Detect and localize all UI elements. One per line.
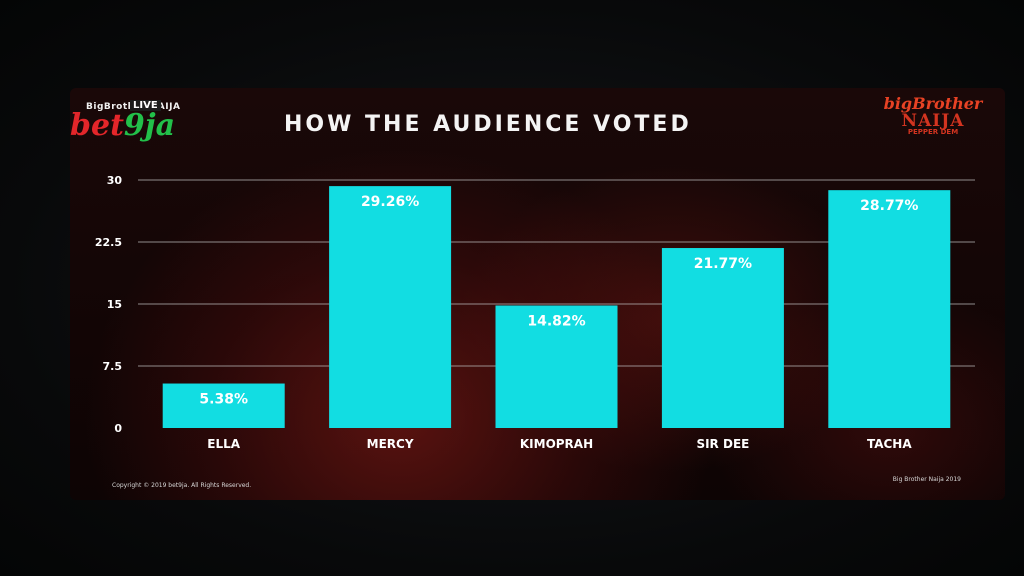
y-tick-label: 30 bbox=[107, 174, 123, 187]
bar-value-label: 5.38% bbox=[199, 392, 248, 408]
big-brother-naija-logo: bigBrother NAIJA PEPPER DEM bbox=[883, 94, 983, 154]
chart-title: HOW THE AUDIENCE VOTED bbox=[284, 112, 692, 137]
x-category-label: MERCY bbox=[367, 437, 414, 451]
bar-value-label: 29.26% bbox=[361, 194, 419, 210]
y-tick-label: 15 bbox=[107, 298, 122, 311]
bar bbox=[329, 186, 452, 428]
bar-chart: 0 7.5 15 22.5 30 5.38% ELLA 29.26% MERCY 14.82% KI… bbox=[95, 174, 975, 451]
bar-value-label: 21.77% bbox=[694, 256, 752, 272]
bar bbox=[495, 305, 618, 428]
bar bbox=[661, 248, 784, 428]
live-badge: LIVE bbox=[130, 100, 161, 111]
footer-brand-text: Big Brother Naija 2019 bbox=[892, 476, 961, 483]
logo-line-1: bigBrother bbox=[883, 94, 983, 113]
broadcast-screen: BigBrother NAIJA LIVE bet9ja HOW THE AUD… bbox=[70, 88, 1005, 500]
copyright-text: Copyright © 2019 bet9ja. All Rights Rese… bbox=[112, 482, 252, 489]
y-tick-label: 22.5 bbox=[95, 236, 122, 249]
x-category-label: KIMOPRAH bbox=[520, 437, 593, 451]
bar bbox=[828, 190, 951, 428]
bar bbox=[162, 383, 285, 428]
bar-value-label: 14.82% bbox=[527, 313, 585, 329]
bar-value-label: 28.77% bbox=[860, 198, 918, 214]
logo-line-2: NAIJA bbox=[901, 111, 965, 131]
y-tick-label: 0 bbox=[114, 422, 122, 435]
x-category-label: SIR DEE bbox=[696, 437, 749, 451]
x-category-label: TACHA bbox=[867, 437, 912, 451]
bet9ja-logo: BigBrother NAIJA LIVE bet9ja bbox=[70, 98, 250, 148]
x-category-label: ELLA bbox=[207, 437, 240, 451]
y-tick-label: 7.5 bbox=[103, 360, 123, 373]
logo-brand: bet9ja bbox=[70, 108, 176, 143]
logo-line-3: PEPPER DEM bbox=[907, 128, 959, 136]
